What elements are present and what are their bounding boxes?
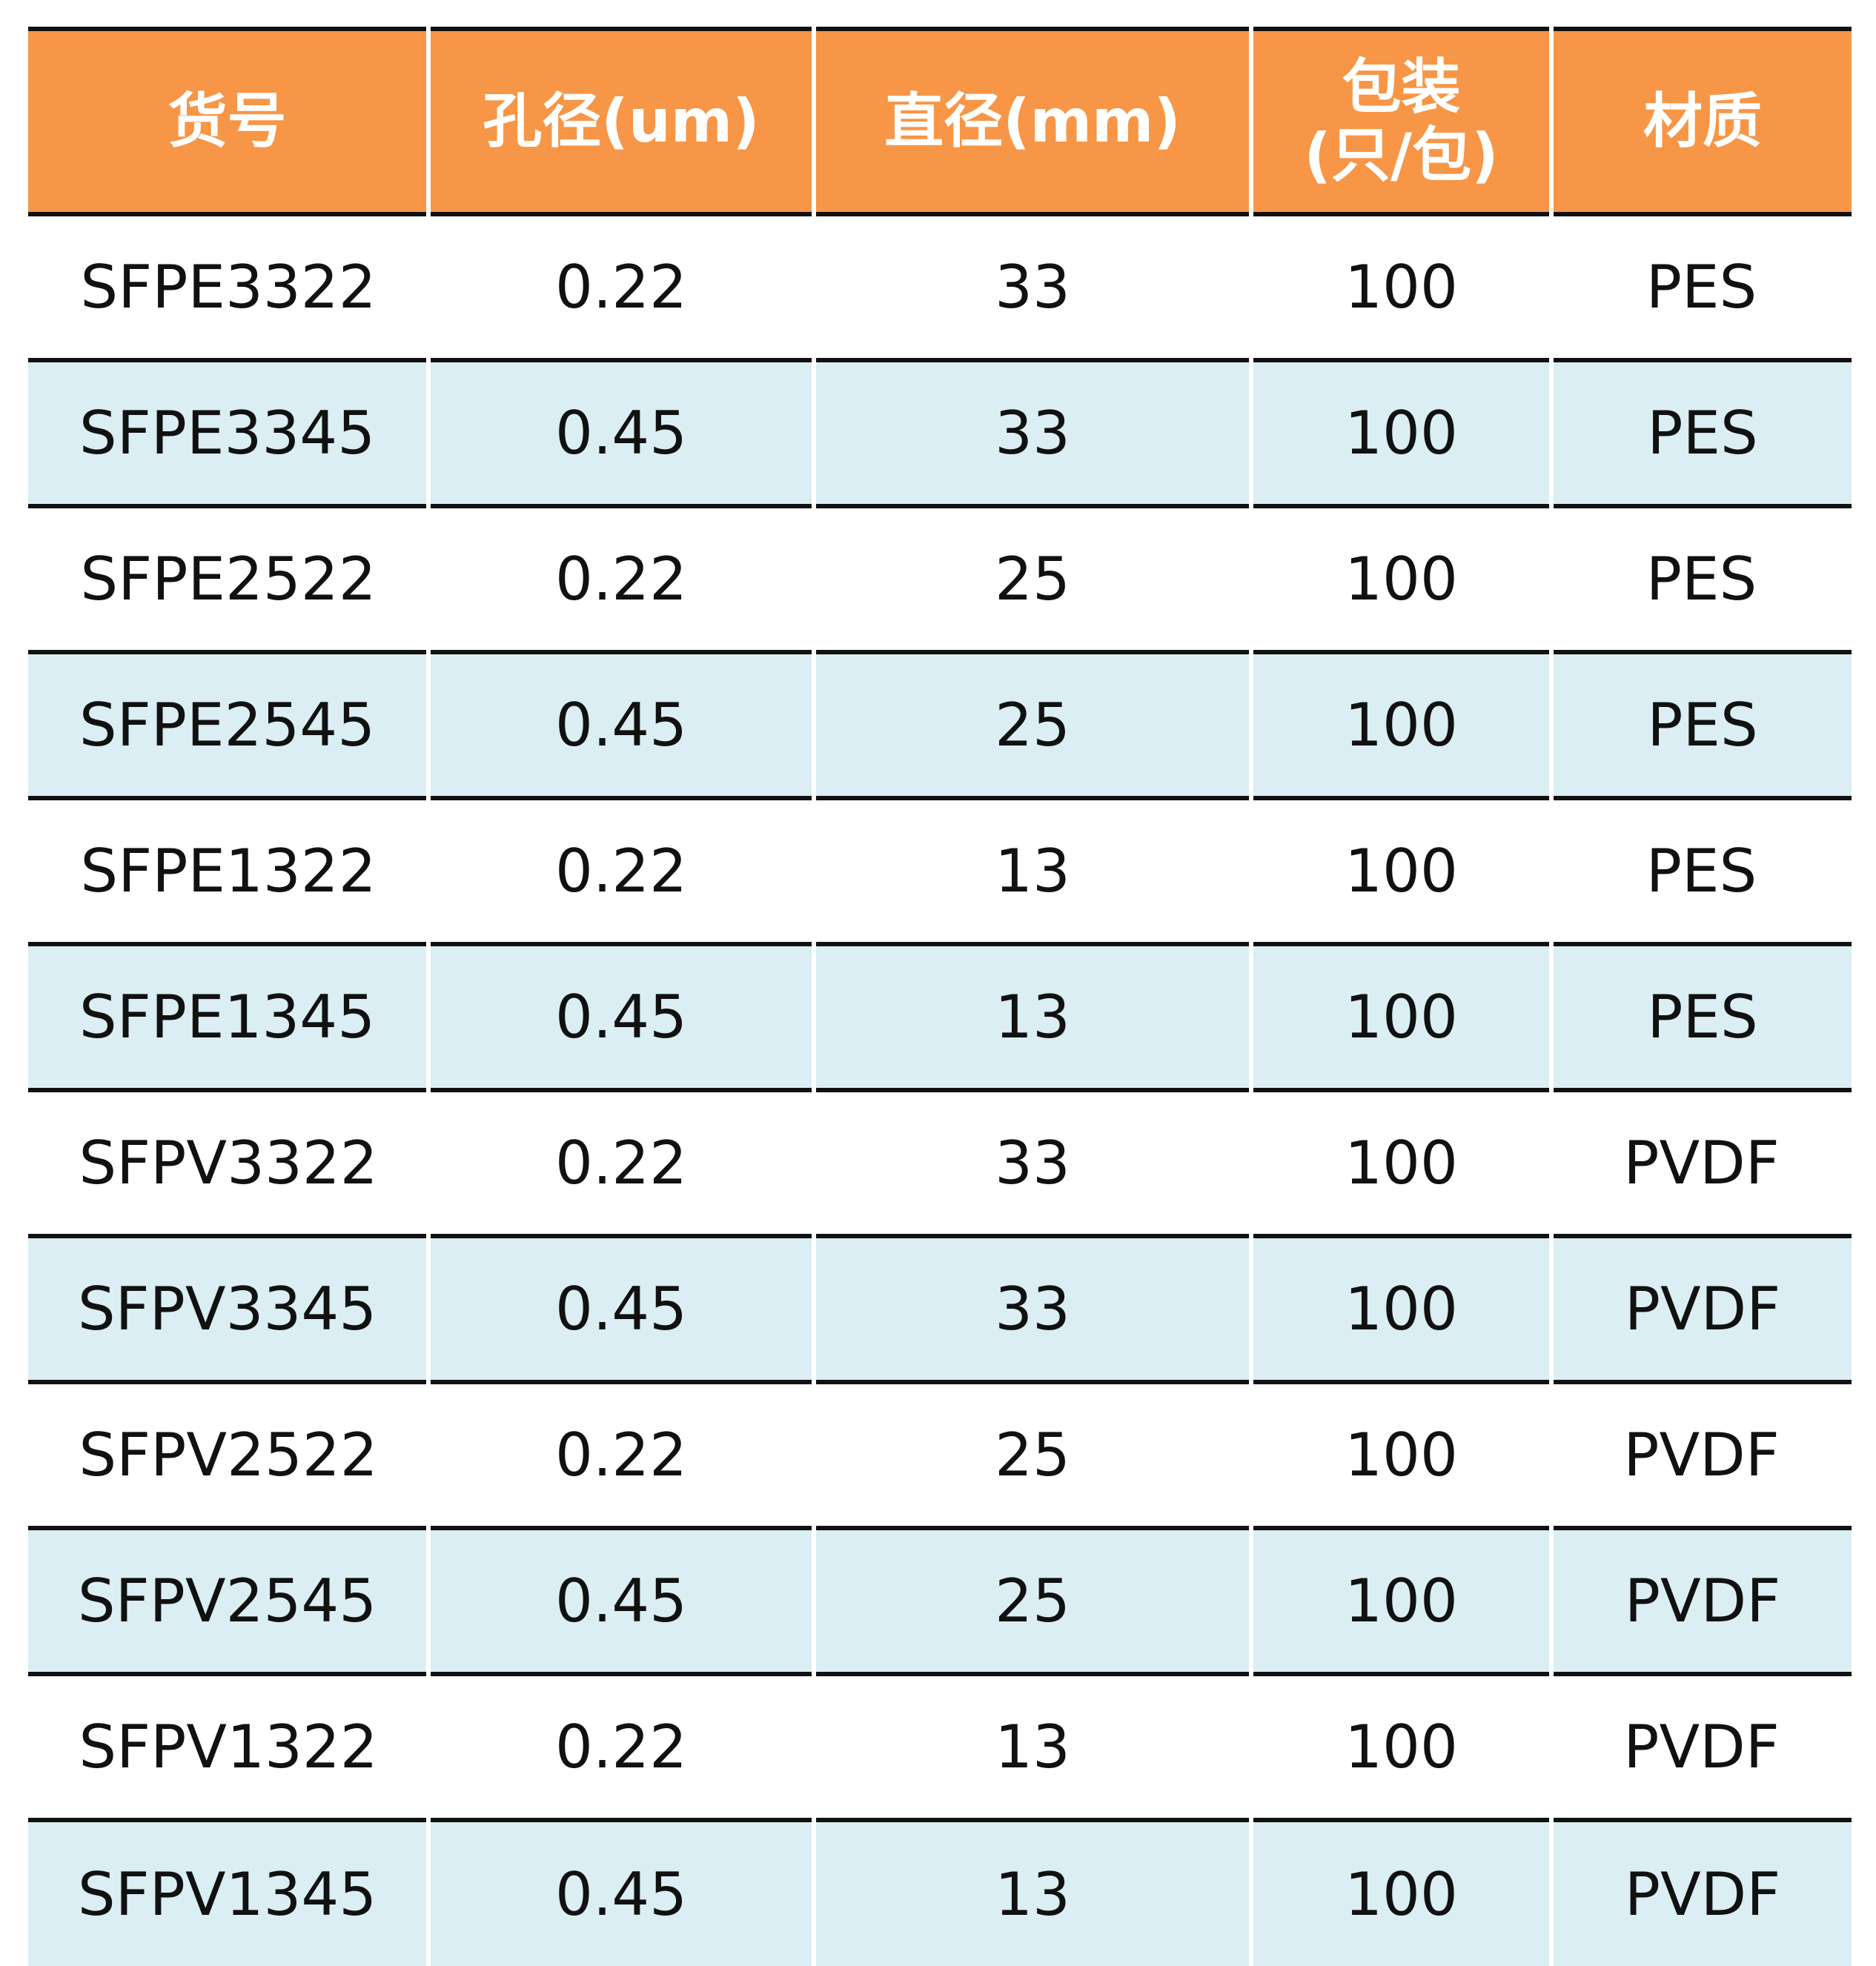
cell-diameter: 25: [812, 652, 1251, 798]
table-row: SFPV3345 0.45 33 100 PVDF: [28, 1236, 1852, 1382]
cell-diameter: 13: [995, 1713, 1070, 1781]
cell-package: 100: [1345, 1421, 1458, 1490]
table-row: SFPV1322 0.22 13 100 PVDF: [28, 1674, 1852, 1820]
header-row: 货号 孔径(um) 直径(mm) 包装 (只/包) 材质: [28, 29, 1852, 214]
cell-package: 100: [1249, 652, 1551, 798]
cell-package: 100: [1345, 253, 1458, 322]
cell-pore-size: 0.45: [426, 652, 814, 798]
cell-material: PVDF: [1549, 1528, 1852, 1674]
cell-diameter: 25: [995, 1421, 1070, 1490]
cell-pore-size: 0.22: [554, 253, 688, 322]
cell-item-no: SFPV1345: [77, 1859, 377, 1929]
cell-item-no: SFPE2522: [80, 545, 377, 614]
cell-item-no: SFPE1322: [80, 837, 377, 906]
cell-material: PES: [1645, 545, 1757, 614]
header-package-line1: 包装: [1342, 53, 1461, 122]
table-row: SFPE2522 0.22 25 100 PES: [28, 506, 1852, 652]
cell-diameter: 25: [812, 1528, 1251, 1674]
cell-package: 100: [1249, 360, 1551, 506]
table-row: SFPE3345 0.45 33 100 PES: [28, 360, 1852, 506]
table-row: SFPV2522 0.22 25 100 PVDF: [28, 1382, 1852, 1528]
cell-item-no: SFPV2545: [77, 1567, 377, 1635]
cell-material: PVDF: [1623, 1713, 1780, 1781]
cell-material: PVDF: [1623, 1421, 1780, 1490]
table-row: SFPV2545 0.45 25 100 PVDF: [28, 1528, 1852, 1674]
table-row: SFPE1322 0.22 13 100 PES: [28, 798, 1852, 944]
cell-package: 100: [1249, 1820, 1551, 1966]
cell-pore-size: 0.22: [554, 1129, 688, 1198]
cell-package: 100: [1249, 1528, 1551, 1674]
header-pore-size: 孔径(um): [426, 29, 814, 214]
cell-item-no: SFPV2522: [79, 1421, 378, 1490]
cell-package: 100: [1249, 944, 1551, 1090]
cell-pore-size: 0.45: [426, 1236, 814, 1382]
cell-material: PES: [1549, 944, 1852, 1090]
header-package-line2: (只/包): [1304, 121, 1499, 190]
table-row: SFPV1345 0.45 13 100 PVDF: [28, 1820, 1852, 1966]
table-body: SFPE3322 0.22 33 100 PES SFPE3345 0.45 3…: [28, 214, 1852, 1966]
cell-diameter: 13: [812, 1820, 1251, 1966]
cell-item-no: SFPE3345: [79, 399, 376, 468]
cell-package: 100: [1345, 837, 1458, 906]
product-spec-table: 货号 孔径(um) 直径(mm) 包装 (只/包) 材质 SFPE3322 0.…: [28, 27, 1852, 1966]
cell-pore-size: 0.45: [426, 944, 814, 1090]
table-row: SFPE3322 0.22 33 100 PES: [28, 214, 1852, 360]
header-item-no: 货号: [168, 87, 287, 156]
header-diameter: 直径(mm): [812, 29, 1251, 214]
header-package: 包装 (只/包): [1249, 29, 1551, 214]
cell-item-no: SFPV3322: [79, 1129, 378, 1198]
cell-diameter: 33: [995, 253, 1070, 322]
cell-item-no: SFPE3322: [80, 253, 377, 322]
cell-material: PES: [1549, 652, 1852, 798]
cell-pore-size: 0.22: [554, 545, 688, 614]
cell-diameter: 33: [995, 1129, 1070, 1198]
cell-material: PES: [1645, 253, 1757, 322]
cell-pore-size: 0.45: [426, 1820, 814, 1966]
cell-diameter: 25: [995, 545, 1070, 614]
table-row: SFPV3322 0.22 33 100 PVDF: [28, 1090, 1852, 1236]
cell-pore-size: 0.45: [426, 360, 814, 506]
cell-item-no: SFPV1322: [79, 1713, 378, 1781]
cell-diameter: 13: [995, 837, 1070, 906]
cell-package: 100: [1345, 545, 1458, 614]
header-material: 材质: [1549, 29, 1852, 214]
cell-pore-size: 0.22: [554, 1713, 688, 1781]
cell-material: PES: [1645, 837, 1757, 906]
cell-material: PVDF: [1623, 1129, 1780, 1198]
cell-material: PES: [1549, 360, 1852, 506]
cell-pore-size: 0.45: [426, 1528, 814, 1674]
cell-item-no: SFPE1345: [79, 983, 376, 1052]
cell-package: 100: [1345, 1713, 1458, 1781]
table-row: SFPE2545 0.45 25 100 PES: [28, 652, 1852, 798]
cell-package: 100: [1345, 1129, 1458, 1198]
table-header: 货号 孔径(um) 直径(mm) 包装 (只/包) 材质: [28, 29, 1852, 214]
cell-pore-size: 0.22: [554, 837, 688, 906]
cell-item-no: SFPV3345: [77, 1275, 377, 1344]
table-row: SFPE1345 0.45 13 100 PES: [28, 944, 1852, 1090]
cell-material: PVDF: [1549, 1236, 1852, 1382]
cell-diameter: 13: [812, 944, 1251, 1090]
cell-diameter: 33: [812, 1236, 1251, 1382]
cell-pore-size: 0.22: [554, 1421, 688, 1490]
cell-material: PVDF: [1549, 1820, 1852, 1966]
product-table-container: 货号 孔径(um) 直径(mm) 包装 (只/包) 材质 SFPE3322 0.…: [28, 27, 1852, 1966]
cell-item-no: SFPE2545: [79, 691, 376, 760]
cell-diameter: 33: [812, 360, 1251, 506]
cell-package: 100: [1249, 1236, 1551, 1382]
